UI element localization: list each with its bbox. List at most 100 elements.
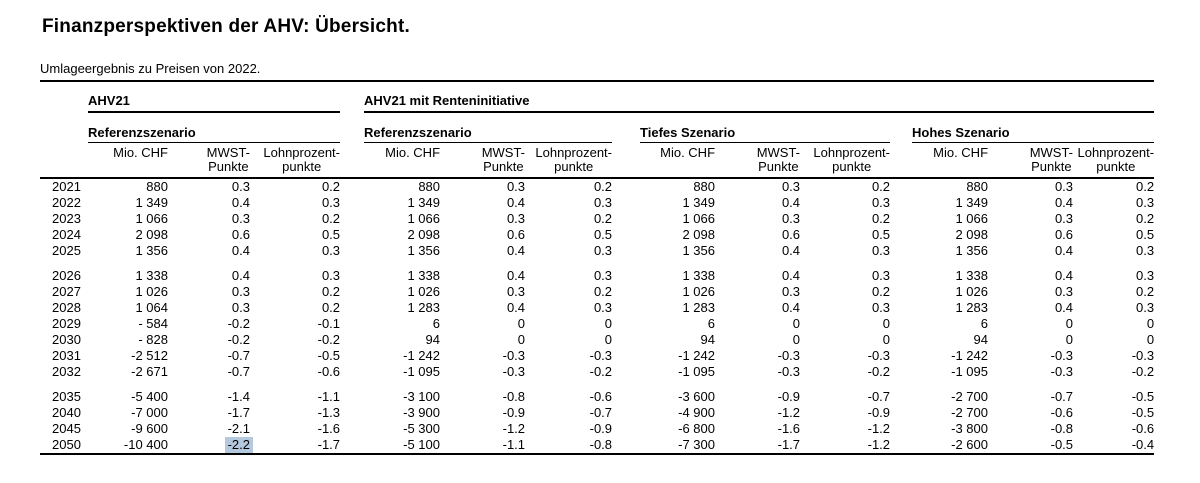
spacer (890, 389, 912, 405)
spacer (340, 405, 364, 421)
value-cell: -2.1 (227, 421, 250, 436)
value-cell: 0 (604, 316, 613, 331)
value-cell: 0 (517, 332, 526, 347)
spacer (612, 195, 640, 211)
spacer (890, 268, 912, 284)
year-cell: 2025 (52, 243, 81, 258)
spacer (890, 142, 913, 179)
value-cell: 0.3 (593, 300, 613, 315)
value-cell: 0 (1146, 316, 1155, 331)
value-cell: -0.7 (1050, 389, 1074, 404)
col-header-lohn: Lohnprozent-punkte (800, 142, 891, 179)
value-cell: -0.7 (589, 405, 613, 420)
value-cell: 0.4 (1054, 195, 1074, 210)
spacer (890, 437, 913, 455)
value-cell: -1 095 (951, 364, 989, 379)
value-cell: -1.7 (715, 437, 801, 455)
value-cell: 1 356 (135, 243, 168, 258)
value-cell: -9 600 (131, 421, 168, 436)
group-header-renteninitiative: AHV21 mit Renteninitiative (364, 91, 1155, 113)
value-cell: 0.3 (1054, 211, 1074, 226)
value-cell: -0.5 (317, 348, 341, 363)
year-cell: 2050 (40, 437, 88, 455)
scenario-hohes: Hohes Szenario (912, 112, 1155, 143)
spacer (340, 227, 364, 243)
value-cell: 0.3 (593, 195, 613, 210)
col-header-mwst: MWST- Punkte (988, 142, 1074, 179)
col-header-mio-chf: Mio. CHF (88, 142, 168, 179)
value-cell: -0.9 (867, 405, 891, 420)
value-cell: 0 (882, 332, 891, 347)
value-cell: 0.3 (1136, 243, 1155, 258)
col-header-lohn-line2: punkte (1096, 159, 1136, 174)
year-cell: 2030 (52, 332, 81, 347)
value-cell: -0.5 (988, 437, 1074, 455)
group-header-ahv21: AHV21 (88, 91, 341, 113)
spacer (340, 268, 364, 284)
value-cell: -0.2 (1131, 364, 1155, 379)
value-cell: 0.4 (781, 195, 801, 210)
value-cell: -10 400 (88, 437, 168, 455)
block-gap (40, 380, 1154, 389)
spacer (612, 243, 640, 259)
year-cell: 2021 (52, 179, 81, 194)
value-cell: -2 600 (912, 437, 989, 455)
value-cell: -0.3 (502, 348, 526, 363)
value-cell: 1 066 (135, 211, 168, 226)
value-cell: 880 (418, 179, 441, 194)
value-cell: 0.4 (506, 243, 526, 258)
value-cell: -0.3 (777, 348, 801, 363)
col-header-mwst: MWST- Punkte (715, 142, 801, 179)
value-cell: 0 (1065, 332, 1074, 347)
value-cell: 0.3 (1136, 195, 1155, 210)
value-cell: 1 283 (407, 300, 441, 315)
value-cell: -1 242 (951, 348, 989, 363)
value-cell: 0.4 (1054, 268, 1074, 283)
year-cell: 2045 (52, 421, 81, 436)
value-cell: 0.2 (871, 179, 891, 194)
value-cell: -1 095 (678, 364, 716, 379)
value-cell: -1 242 (678, 348, 716, 363)
value-cell: 2 098 (135, 227, 168, 242)
value-cell: 0.3 (231, 211, 250, 226)
table-row: 2026 1 338 0.4 0.3 1 338 0.4 0.3 1 338 0.4 0.3 1 3… (40, 268, 1154, 284)
value-cell: 0.3 (593, 268, 613, 283)
col-header-mwst-line1: MWST- (756, 145, 801, 160)
spacer (612, 421, 640, 437)
spacer (340, 389, 364, 405)
spacer (340, 364, 364, 380)
spacer (40, 112, 88, 143)
value-cell: 0.4 (781, 300, 801, 315)
value-cell: 2 098 (955, 227, 989, 242)
value-cell: 0 (792, 316, 801, 331)
spacer (612, 178, 640, 195)
spacer (612, 300, 640, 316)
value-cell: -0.7 (227, 348, 250, 363)
value-cell: 0.2 (1136, 211, 1155, 226)
table-row: 2031 -2 512 -0.7 -0.5 -1 242 -0.3 -0.3 -1 242 -0… (40, 348, 1154, 364)
value-cell: -5 300 (403, 421, 441, 436)
value-cell: 0.3 (871, 195, 891, 210)
value-cell: 0 (882, 316, 891, 331)
value-cell: -0.9 (502, 405, 526, 420)
col-header-mwst-line2: Punkte (208, 159, 249, 174)
value-cell: -0.9 (777, 389, 801, 404)
value-cell: 0.4 (781, 243, 801, 258)
spacer (340, 178, 364, 195)
value-cell: 0.2 (871, 284, 891, 299)
spacer (340, 332, 364, 348)
col-header-lohn-line1: Lohnprozent- (535, 145, 613, 160)
value-cell: -0.2 (589, 364, 613, 379)
value-cell: 0.2 (321, 284, 341, 299)
value-cell: -0.7 (867, 389, 891, 404)
value-cell: 0.3 (506, 211, 526, 226)
value-cell: 880 (966, 179, 989, 194)
page-title: Finanzperspektiven der AHV: Übersicht. (42, 16, 410, 37)
value-cell: 0.5 (321, 227, 341, 242)
spacer (612, 348, 640, 364)
value-cell: 1 349 (682, 195, 716, 210)
value-cell: -4 900 (678, 405, 716, 420)
value-cell: -3 600 (678, 389, 716, 404)
spacer (340, 91, 364, 112)
spacer (40, 142, 88, 179)
